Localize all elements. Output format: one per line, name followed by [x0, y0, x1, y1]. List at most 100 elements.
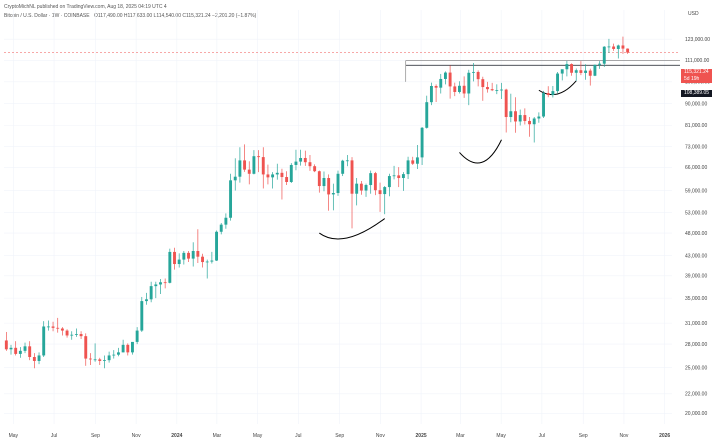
- candle-body: [79, 334, 83, 337]
- candle-body: [626, 48, 630, 53]
- candle: [476, 70, 480, 87]
- y-tick-label: 111,000.00: [685, 58, 710, 64]
- candle: [37, 352, 41, 365]
- candle-body: [275, 172, 279, 175]
- candle-body: [116, 352, 120, 355]
- candle: [453, 82, 457, 97]
- candle: [23, 342, 27, 354]
- candle-body: [467, 72, 471, 94]
- candle: [448, 65, 452, 99]
- candle-body: [266, 174, 270, 178]
- candle: [224, 213, 228, 229]
- candle-body: [500, 89, 503, 91]
- candle-body: [387, 176, 391, 188]
- candle-body: [420, 127, 424, 158]
- support-curve-2025a: [459, 139, 502, 164]
- candle-body: [518, 115, 522, 122]
- candle: [294, 149, 298, 171]
- candle-body: [159, 282, 162, 285]
- candle-body: [322, 178, 326, 187]
- symbol-line: Bitcoin / U.S. Dollar · 1W · COINBASE O1…: [4, 13, 256, 19]
- candle: [201, 253, 204, 268]
- x-tick-label: Mar: [213, 433, 222, 439]
- candle-body: [84, 336, 88, 359]
- candle: [420, 127, 424, 165]
- candle-body: [355, 183, 359, 194]
- candle-body: [401, 174, 405, 179]
- candle-body: [131, 341, 134, 353]
- candle-body: [70, 334, 74, 336]
- candle-body: [205, 261, 209, 263]
- candle-body: [443, 72, 447, 79]
- candle: [574, 68, 578, 82]
- x-tick-label: Nov: [376, 433, 385, 439]
- x-tick-label: May: [496, 433, 506, 439]
- candle-body: [462, 85, 466, 94]
- candle: [126, 343, 130, 356]
- candle-body: [415, 157, 419, 164]
- candle: [359, 180, 363, 195]
- x-tick-label: Nov: [132, 433, 141, 439]
- y-tick-label: 81,000.00: [685, 123, 707, 129]
- current-price-tag: 115,321.24 5d 19h: [681, 69, 712, 83]
- candle-body: [23, 346, 27, 351]
- candle: [32, 353, 36, 369]
- candle-body: [439, 78, 443, 88]
- annotations: [4, 52, 680, 240]
- candle-body: [406, 160, 410, 175]
- candle: [168, 248, 172, 284]
- candle: [570, 63, 574, 76]
- y-tick-label: 39,000.00: [685, 274, 707, 280]
- candle: [317, 170, 321, 193]
- candle-body: [621, 45, 625, 49]
- candle-body: [472, 71, 475, 73]
- candle-body: [542, 93, 545, 117]
- candle-body: [65, 330, 69, 336]
- candle-body: [243, 160, 247, 170]
- candle: [51, 321, 55, 332]
- candle-body: [616, 45, 620, 49]
- candle: [140, 296, 144, 332]
- candle: [336, 170, 340, 196]
- candle-body: [378, 190, 382, 195]
- candle-body: [219, 224, 223, 232]
- candle-body: [257, 156, 261, 158]
- candle-body: [126, 344, 130, 353]
- candle-body: [429, 85, 433, 103]
- candle-body: [140, 301, 144, 331]
- candle: [406, 156, 410, 179]
- candle-body: [303, 157, 307, 163]
- candle-body: [247, 169, 251, 174]
- candle: [299, 149, 303, 166]
- x-tick-label: May: [253, 433, 263, 439]
- candle-body: [285, 177, 289, 182]
- candle-body: [392, 175, 396, 177]
- candle: [93, 343, 97, 362]
- candle: [9, 344, 13, 355]
- candle-body: [154, 284, 158, 287]
- candle-body: [261, 157, 265, 175]
- y-tick-label: 35,000.00: [685, 296, 707, 302]
- candle-body: [112, 354, 116, 356]
- candle-body: [74, 334, 78, 335]
- candle: [84, 333, 88, 366]
- candle-body: [514, 111, 517, 122]
- candle: [472, 62, 475, 82]
- candle: [102, 355, 106, 369]
- candle: [219, 223, 223, 235]
- candle: [598, 61, 602, 69]
- candle-body: [490, 89, 494, 91]
- candle-body: [336, 173, 340, 194]
- candle: [481, 76, 485, 101]
- time-axis[interactable]: May Jul Sep Nov 2024 Mar May Jul Sep Nov 2025 Mar Ma…: [9, 433, 671, 439]
- candle-body: [308, 162, 312, 167]
- candle-body: [98, 359, 102, 361]
- candle-body: [584, 70, 588, 73]
- candle: [415, 144, 419, 170]
- y-tick-label: 28,000.00: [685, 342, 707, 348]
- candle: [504, 88, 508, 133]
- candle: [350, 157, 354, 229]
- candle-body: [364, 185, 368, 191]
- candle: [327, 174, 331, 211]
